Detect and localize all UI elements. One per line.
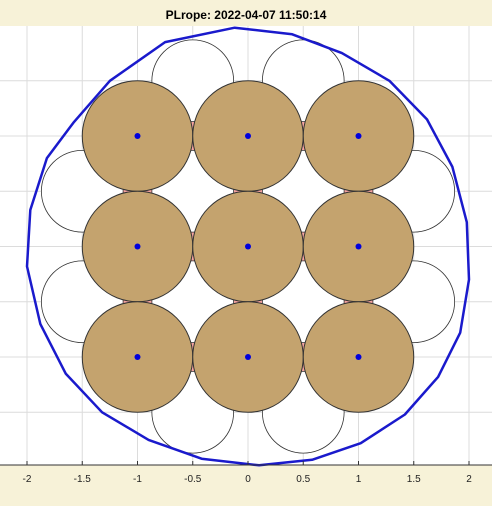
chart-title: PLrope: 2022-04-07 11:50:14	[165, 8, 327, 22]
center-point	[134, 133, 141, 139]
x-tick-label: -1.5	[74, 474, 92, 485]
boundary-layer	[25, 26, 471, 467]
center-point	[134, 243, 141, 250]
center-point	[245, 133, 251, 139]
x-tick-label: -0.5	[184, 474, 202, 485]
x-tick-label: 1	[356, 474, 362, 485]
x-tick-label: 0	[245, 474, 251, 485]
x-tick-label: -1	[133, 474, 142, 485]
center-point	[355, 133, 362, 139]
center-point	[245, 354, 251, 360]
outer-boundary-line	[25, 26, 471, 467]
markers-layer	[134, 133, 362, 360]
x-tick-label: -2	[23, 474, 32, 485]
ticks-layer: -2 -1.5 -1 -0.5 0 0.5 1 1.5 2	[23, 461, 472, 485]
center-point	[355, 243, 362, 250]
x-tick-label: 0.5	[296, 474, 310, 485]
center-point	[355, 354, 362, 360]
x-tick-label: 2	[466, 474, 472, 485]
x-tick-label: 1.5	[407, 474, 421, 485]
center-point	[245, 243, 251, 250]
center-point	[134, 354, 141, 360]
